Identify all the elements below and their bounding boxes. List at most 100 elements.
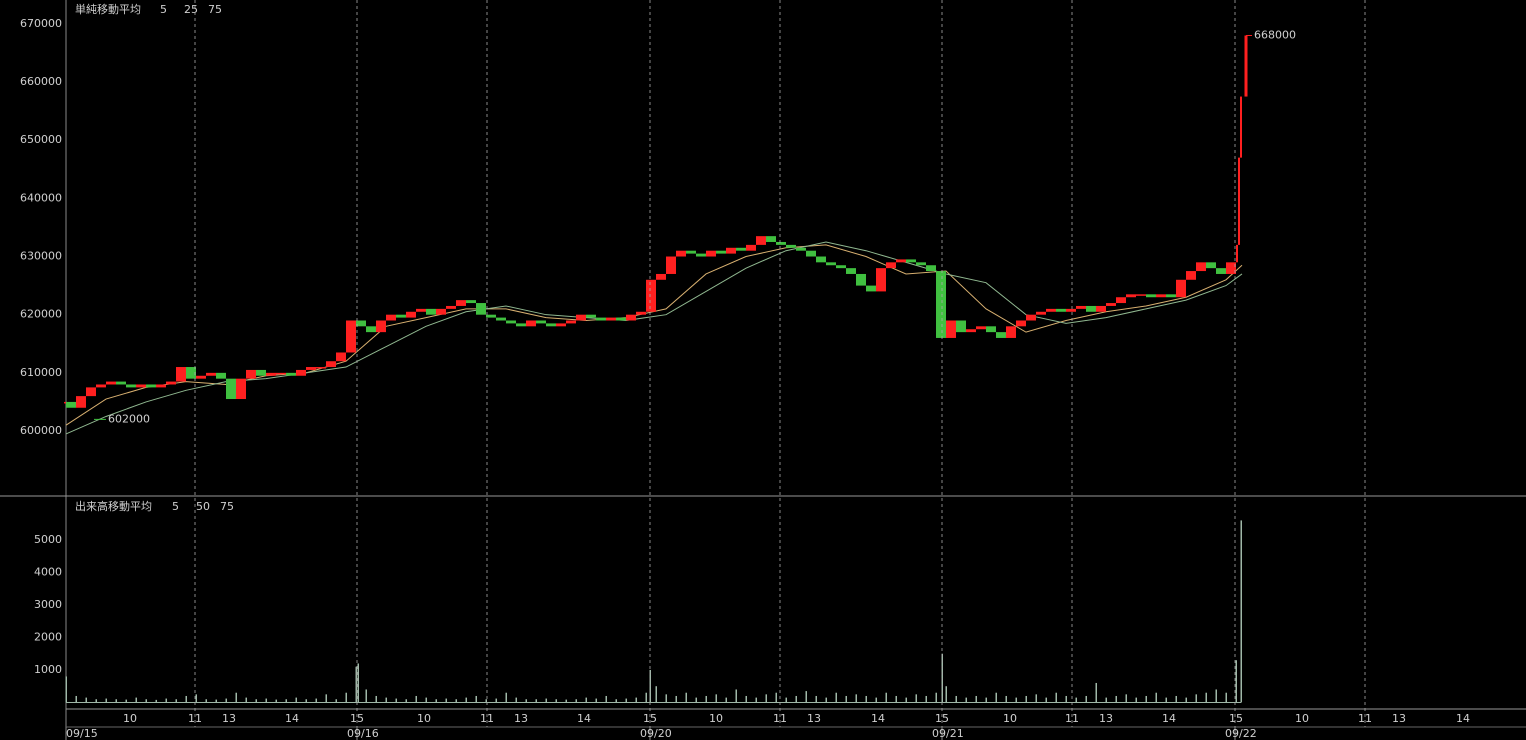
candle xyxy=(1056,308,1066,312)
candle xyxy=(796,247,806,251)
volume-bar xyxy=(185,695,187,703)
volume-bar xyxy=(525,699,527,703)
x-tick-label: 10 xyxy=(123,712,137,725)
candle xyxy=(1126,294,1136,298)
candle xyxy=(206,372,216,376)
x-tick-label: 15 xyxy=(643,712,657,725)
volume-bar xyxy=(1240,520,1242,703)
volume-bar xyxy=(65,676,67,703)
volume-bar xyxy=(195,694,197,703)
candle xyxy=(1238,157,1240,245)
x-tick-label: 10 xyxy=(709,712,723,725)
volume-bar xyxy=(555,699,557,703)
volume-bar xyxy=(205,699,207,703)
legend-title: 出来高移動平均 xyxy=(75,499,152,513)
volume-bar xyxy=(765,694,767,703)
date-label: 09/16 xyxy=(347,727,379,740)
x-tick-label: 14 xyxy=(285,712,299,725)
high-annotation: 668000 xyxy=(1254,28,1296,41)
x-tick-label: 11 xyxy=(480,712,494,725)
volume-bar xyxy=(357,663,359,703)
y-tick-label: 4000 xyxy=(34,565,62,578)
volume-bar xyxy=(545,698,547,703)
candle xyxy=(416,308,426,312)
legend-entry: 75 xyxy=(220,500,234,513)
volume-bar xyxy=(405,699,407,703)
volume-bar xyxy=(1145,695,1147,703)
volume-bar xyxy=(215,699,217,703)
volume-bar xyxy=(595,698,597,703)
volume-bar xyxy=(1135,697,1137,703)
candle xyxy=(846,268,856,274)
candle xyxy=(976,326,986,330)
volume-bar xyxy=(755,697,757,703)
candle xyxy=(736,247,746,251)
candle xyxy=(926,265,936,272)
volume-bar xyxy=(695,697,697,703)
candle xyxy=(996,332,1006,338)
candle xyxy=(136,384,146,388)
candle xyxy=(1236,244,1238,263)
candle xyxy=(196,375,206,379)
volume-bar xyxy=(985,697,987,703)
volume-bar xyxy=(915,694,917,703)
candle xyxy=(866,285,876,292)
volume-bar xyxy=(665,694,667,703)
volume-bar xyxy=(655,686,657,703)
candle xyxy=(406,311,416,318)
moving-average xyxy=(65,244,1243,426)
candle xyxy=(236,378,246,400)
candle xyxy=(616,317,626,321)
candle xyxy=(546,323,556,327)
candle xyxy=(356,320,366,327)
candle xyxy=(956,320,966,333)
x-tick-label: 14 xyxy=(1162,712,1176,725)
volume-bar xyxy=(745,695,747,703)
volume-bar xyxy=(995,692,997,703)
candle xyxy=(276,372,286,375)
volume-bar xyxy=(395,698,397,703)
candle xyxy=(1186,271,1196,280)
y-tick-label: 3000 xyxy=(34,598,62,611)
x-tick-label: 11 xyxy=(1358,712,1372,725)
candle xyxy=(896,259,906,263)
volume-bar xyxy=(865,695,867,703)
candle xyxy=(486,314,496,318)
candle xyxy=(566,320,576,324)
candle xyxy=(1136,294,1146,296)
candle xyxy=(526,320,536,327)
volume-bar xyxy=(165,698,167,703)
volume-bar xyxy=(685,692,687,703)
candle xyxy=(1026,314,1036,321)
volume-bar xyxy=(645,692,647,703)
volume-bar xyxy=(415,695,417,703)
candle xyxy=(676,250,686,257)
volume-bar xyxy=(975,695,977,703)
volume-bar xyxy=(795,695,797,703)
y-tick-label: 610000 xyxy=(20,366,62,379)
candle xyxy=(756,236,766,245)
date-label: 09/22 xyxy=(1225,727,1257,740)
date-label: 09/15 xyxy=(66,727,98,740)
x-tick-label: 10 xyxy=(1295,712,1309,725)
volume-bar xyxy=(1195,694,1197,703)
x-tick-label: 13 xyxy=(514,712,528,725)
y-tick-label: 660000 xyxy=(20,75,62,88)
candle xyxy=(826,262,836,266)
volume-bar xyxy=(435,699,437,703)
volume-bar xyxy=(425,697,427,703)
y-tick-label: 630000 xyxy=(20,250,62,263)
volume-bar xyxy=(735,689,737,703)
x-tick-label: 11 xyxy=(773,712,787,725)
volume-bar xyxy=(265,698,267,703)
candle xyxy=(1156,294,1166,298)
volume-bar xyxy=(485,699,487,703)
candle xyxy=(1226,262,1236,274)
volume-bar xyxy=(1185,697,1187,703)
candle xyxy=(516,323,526,327)
volume-bar xyxy=(1125,694,1127,703)
volume-bar xyxy=(1025,695,1027,703)
candle xyxy=(256,369,266,376)
volume-bar xyxy=(895,695,897,703)
